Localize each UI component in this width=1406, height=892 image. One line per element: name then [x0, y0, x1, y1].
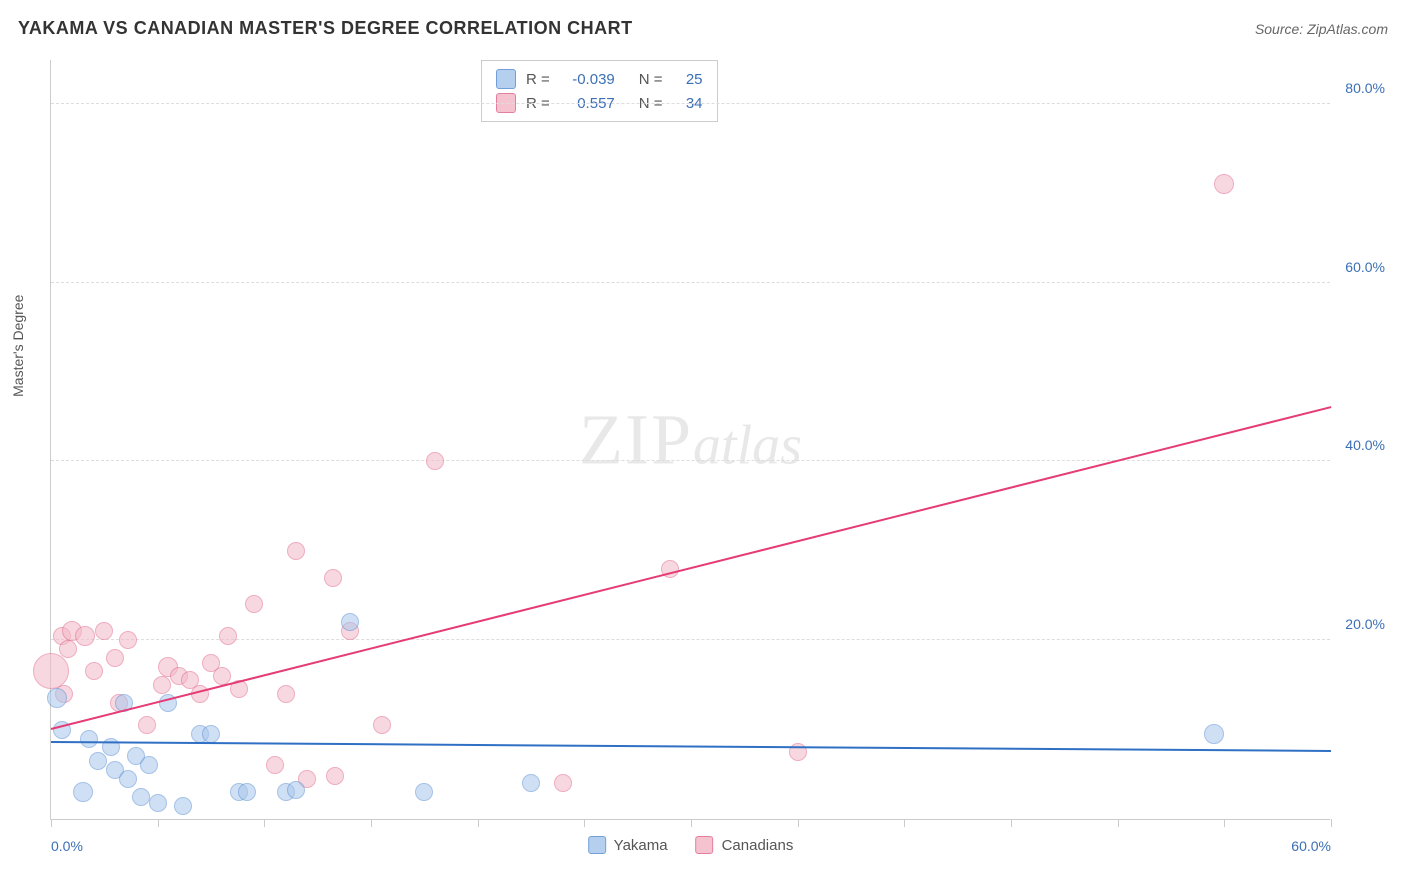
yakama-point: [174, 797, 192, 815]
y-tick-label: 60.0%: [1345, 259, 1385, 275]
legend-n-label: N =: [639, 71, 663, 88]
x-tick: [264, 819, 265, 827]
canadians-point: [59, 640, 77, 658]
canadians-point: [324, 569, 342, 587]
y-axis-title: Master's Degree: [10, 295, 26, 397]
series-legend-label: Canadians: [722, 837, 794, 854]
canadians-point: [75, 626, 95, 646]
canadians-point: [277, 685, 295, 703]
y-tick-label: 40.0%: [1345, 437, 1385, 453]
legend-row: R = -0.039 N = 25: [496, 67, 703, 91]
yakama-point: [415, 783, 433, 801]
y-tick-label: 80.0%: [1345, 80, 1385, 96]
legend-r-value: -0.039: [560, 71, 615, 88]
canadians-point: [266, 756, 284, 774]
x-tick: [798, 819, 799, 827]
series-legend-item: Canadians: [696, 836, 794, 854]
legend-swatch: [496, 69, 516, 89]
yakama-point: [73, 782, 93, 802]
yakama-point: [341, 613, 359, 631]
x-tick: [1118, 819, 1119, 827]
canadians-point: [245, 595, 263, 613]
chart-container: YAKAMA VS CANADIAN MASTER'S DEGREE CORRE…: [0, 0, 1406, 892]
legend-r-label: R =: [526, 71, 550, 88]
series-legend: Yakama Canadians: [588, 836, 794, 854]
canadians-point: [119, 631, 137, 649]
canadians-point: [95, 622, 113, 640]
chart-source: Source: ZipAtlas.com: [1255, 21, 1388, 37]
x-tick: [478, 819, 479, 827]
plot-area: ZIPatlas R =-0.039N =25R =0.557N =34 Yak…: [50, 60, 1330, 820]
canadians-point: [426, 452, 444, 470]
chart-title: YAKAMA VS CANADIAN MASTER'S DEGREE CORRE…: [18, 18, 633, 39]
x-tick: [904, 819, 905, 827]
yakama-point: [202, 725, 220, 743]
x-tick: [1224, 819, 1225, 827]
yakama-point: [1204, 724, 1224, 744]
canadians-point: [138, 716, 156, 734]
watermark-zip: ZIP: [579, 399, 693, 479]
yakama-point: [140, 756, 158, 774]
x-tick: [1331, 819, 1332, 827]
x-tick-label: 0.0%: [51, 838, 83, 854]
yakama-point: [132, 788, 150, 806]
yakama-point: [80, 730, 98, 748]
x-tick: [691, 819, 692, 827]
canadians-trend-line: [51, 406, 1331, 730]
watermark: ZIPatlas: [579, 398, 802, 481]
x-tick: [1011, 819, 1012, 827]
x-tick: [158, 819, 159, 827]
grid-line: [51, 460, 1330, 461]
legend-n-value: 25: [673, 71, 703, 88]
x-tick: [584, 819, 585, 827]
chart-header: YAKAMA VS CANADIAN MASTER'S DEGREE CORRE…: [18, 18, 1388, 39]
series-legend-item: Yakama: [588, 836, 668, 854]
yakama-point: [47, 688, 67, 708]
canadians-point: [153, 676, 171, 694]
canadians-point: [554, 774, 572, 792]
y-tick-label: 20.0%: [1345, 616, 1385, 632]
watermark-atlas: atlas: [693, 414, 802, 476]
canadians-point: [373, 716, 391, 734]
correlation-legend: R =-0.039N =25R =0.557N =34: [481, 60, 718, 122]
yakama-point: [522, 774, 540, 792]
yakama-point: [238, 783, 256, 801]
x-tick: [371, 819, 372, 827]
canadians-point: [106, 649, 124, 667]
grid-line: [51, 639, 1330, 640]
x-tick: [51, 819, 52, 827]
canadians-point: [219, 627, 237, 645]
yakama-point: [119, 770, 137, 788]
canadians-point: [85, 662, 103, 680]
legend-swatch: [696, 836, 714, 854]
x-tick-label: 60.0%: [1291, 838, 1331, 854]
series-legend-label: Yakama: [614, 837, 668, 854]
yakama-point: [149, 794, 167, 812]
legend-swatch: [588, 836, 606, 854]
canadians-point: [1214, 174, 1234, 194]
canadians-point: [287, 542, 305, 560]
canadians-point: [326, 767, 344, 785]
grid-line: [51, 282, 1330, 283]
yakama-point: [287, 781, 305, 799]
yakama-trend-line: [51, 741, 1331, 752]
grid-line: [51, 103, 1330, 104]
